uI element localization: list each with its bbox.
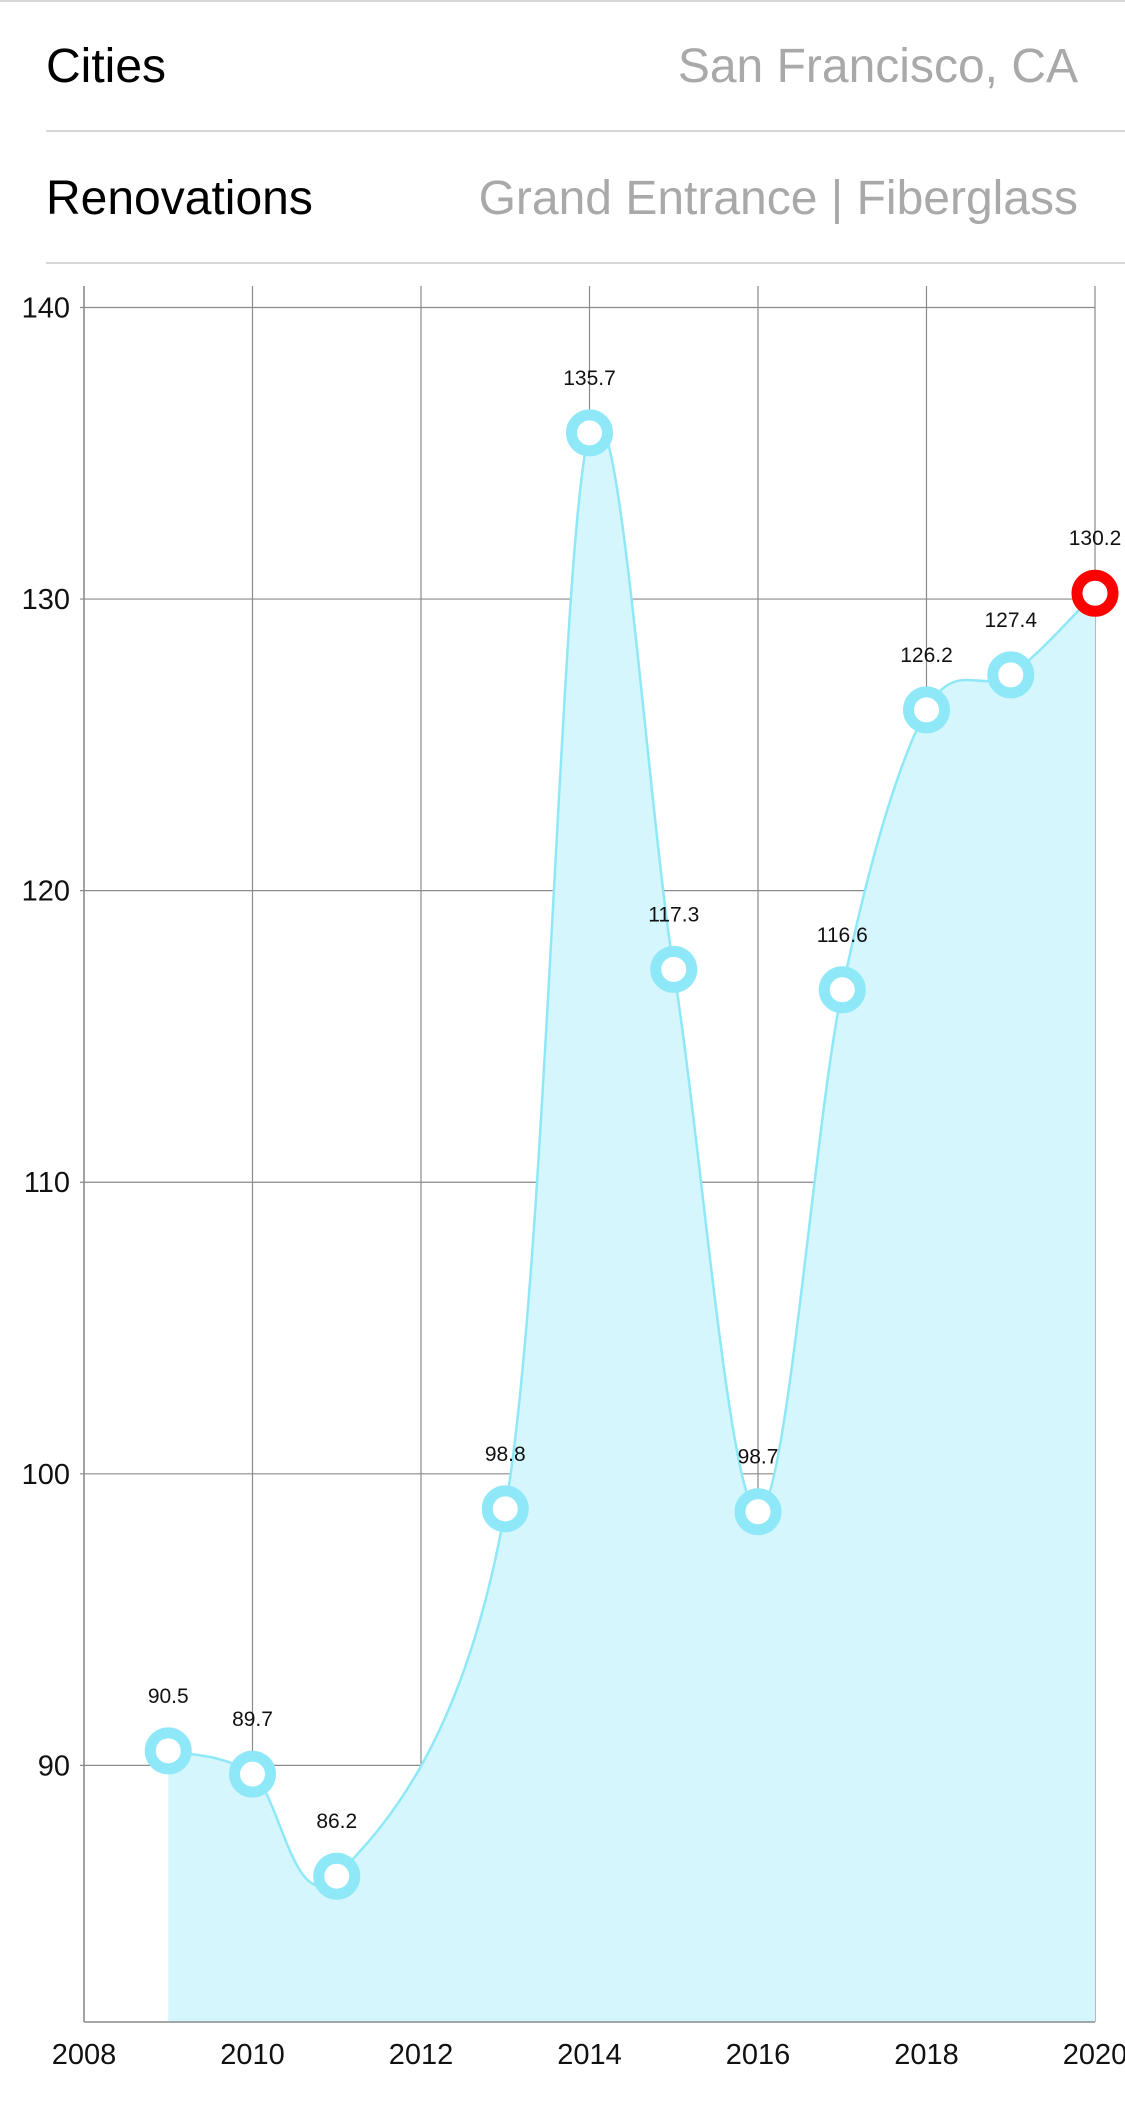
x-tick-label-2016: 2016 xyxy=(726,2039,791,2071)
y-tick-label-100: 100 xyxy=(22,1459,70,1491)
data-label-2013: 98.8 xyxy=(485,1443,526,1466)
data-label-2017: 116.6 xyxy=(817,924,868,947)
data-label-2018: 126.2 xyxy=(900,644,953,667)
data-label-2011: 86.2 xyxy=(316,1810,357,1833)
axes xyxy=(83,286,1095,2023)
cities-label: Cities xyxy=(46,39,167,93)
y-tick-label-110: 110 xyxy=(24,1167,70,1199)
x-tick-label-2014: 2014 xyxy=(557,2039,622,2071)
data-point-2017[interactable] xyxy=(818,966,866,1014)
x-tick-label-2018: 2018 xyxy=(894,2039,959,2071)
x-tick-label-2008: 2008 xyxy=(52,2039,117,2071)
x-tick-label-2020: 2020 xyxy=(1063,2039,1125,2071)
y-tick-label-140: 140 xyxy=(22,292,70,324)
y-tick-label-90: 90 xyxy=(38,1750,70,1782)
y-tick-label-130: 130 xyxy=(22,584,70,616)
renovations-label: Renovations xyxy=(46,171,313,225)
tick-labels: 90 100 110 120 130 140 2008 2010 2012 2014 2016 201… xyxy=(22,292,1125,2071)
cities-value: San Francisco, CA xyxy=(677,39,1078,93)
data-label-2009: 90.5 xyxy=(148,1685,189,1708)
data-point-2010[interactable] xyxy=(229,1750,276,1798)
cities-row[interactable]: Cities San Francisco, CA xyxy=(46,2,1125,132)
data-labels: 90.5 89.7 86.2 98.8 135.7 117.3 98.7 116.6 126.2… xyxy=(148,367,1121,1833)
data-label-2014: 135.7 xyxy=(563,367,616,390)
data-point-2014[interactable] xyxy=(566,409,613,457)
area-fill xyxy=(168,421,1095,2023)
data-label-2019: 127.4 xyxy=(984,609,1037,632)
top-border xyxy=(0,0,1125,2)
data-point-2016[interactable] xyxy=(734,1488,782,1536)
renovations-value: Grand Entrance | Fiberglass xyxy=(478,171,1078,225)
x-tick-label-2012: 2012 xyxy=(389,2039,454,2071)
data-point-2019[interactable] xyxy=(987,651,1035,699)
data-point-2018[interactable] xyxy=(903,686,950,734)
series-line xyxy=(167,420,1096,1887)
data-label-2010: 89.7 xyxy=(232,1708,273,1731)
data-point-2013[interactable] xyxy=(481,1485,529,1533)
data-point-2011[interactable] xyxy=(313,1852,361,1900)
data-label-2020: 130.2 xyxy=(1069,527,1122,550)
data-label-2016: 98.7 xyxy=(738,1446,779,1469)
data-label-2015: 117.3 xyxy=(648,903,699,926)
data-point-2009[interactable] xyxy=(144,1727,192,1775)
line-chart: 90 100 110 120 130 140 2008 2010 2012 2014 2016 201… xyxy=(22,286,1125,2071)
data-points xyxy=(144,409,1119,1900)
y-tick-label-120: 120 xyxy=(22,876,70,908)
renovations-row[interactable]: Renovations Grand Entrance | Fiberglass xyxy=(46,134,1125,264)
x-tick-label-2010: 2010 xyxy=(220,2039,285,2071)
data-point-2020[interactable] xyxy=(1071,569,1119,617)
data-point-2015[interactable] xyxy=(650,945,698,993)
